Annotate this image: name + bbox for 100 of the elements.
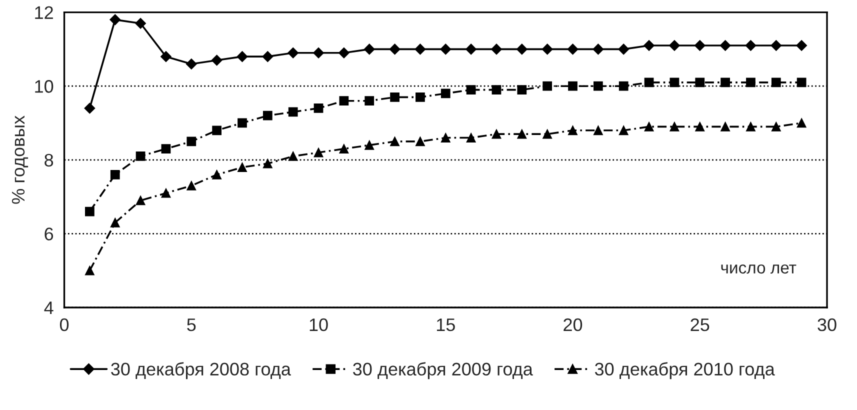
point: [339, 96, 349, 106]
point: [771, 122, 781, 132]
point: [771, 78, 781, 88]
point: [594, 81, 603, 91]
point: [339, 144, 349, 154]
x-tick-label: 25: [690, 318, 710, 332]
point: [212, 170, 222, 180]
point: [136, 152, 146, 161]
point: [414, 44, 426, 55]
point: [694, 40, 706, 51]
point: [745, 40, 756, 51]
point: [364, 96, 374, 106]
point: [492, 129, 502, 139]
point: [110, 14, 121, 26]
point: [160, 51, 172, 62]
point: [110, 218, 120, 228]
point: [314, 104, 324, 113]
point: [440, 88, 450, 98]
point: [516, 44, 528, 55]
point: [84, 102, 96, 114]
point: [212, 126, 222, 136]
point: [416, 92, 425, 102]
point: [492, 85, 502, 94]
point: [542, 44, 553, 55]
y-tick-label: 10: [35, 80, 54, 93]
y-tick-label: 8: [44, 154, 54, 167]
point: [796, 118, 806, 128]
point: [238, 162, 247, 172]
point: [236, 51, 248, 62]
point: [314, 148, 324, 158]
point: [695, 78, 705, 88]
point: [594, 126, 603, 136]
point: [466, 44, 476, 55]
point: [670, 122, 680, 132]
point: [288, 47, 299, 58]
y-tick-label: 4: [44, 302, 54, 314]
point: [288, 152, 298, 161]
point: [746, 78, 756, 88]
point: [542, 81, 552, 91]
point: [517, 129, 527, 139]
point: [720, 78, 730, 88]
point: [440, 133, 450, 142]
legend-label: 30 декабря 2008 года: [111, 362, 291, 380]
point: [238, 118, 247, 128]
point: [389, 44, 400, 55]
point: [618, 126, 628, 136]
x-tick-label: 5: [187, 318, 196, 332]
legend-label: 30 декабря 2009 года: [353, 362, 533, 380]
point: [695, 122, 705, 132]
point: [466, 85, 476, 94]
point: [211, 54, 222, 66]
point: [796, 40, 808, 51]
point: [517, 85, 527, 94]
point: [644, 122, 654, 132]
point: [720, 40, 731, 51]
point: [491, 44, 502, 55]
y-tick-label: 6: [44, 228, 54, 240]
point: [568, 126, 578, 136]
point: [186, 136, 196, 146]
point: [796, 78, 806, 88]
point: [262, 51, 274, 62]
x-tick-label: 15: [436, 318, 455, 332]
point: [542, 129, 552, 139]
point: [338, 47, 350, 58]
x-tick-label: 0: [60, 318, 69, 332]
point: [592, 44, 604, 55]
annotation: число лет: [721, 264, 796, 274]
legend-label: 30 декабря 2010 года: [594, 362, 775, 380]
point: [440, 44, 452, 55]
y-tick-label: 12: [35, 6, 53, 19]
point: [313, 47, 324, 58]
x-tick-label: 10: [310, 318, 328, 332]
point: [770, 40, 782, 51]
point: [161, 188, 171, 198]
point: [161, 144, 171, 154]
x-tick-label: 20: [564, 318, 582, 332]
point: [186, 181, 196, 190]
point: [364, 44, 375, 55]
point: [670, 78, 680, 88]
point: [364, 140, 374, 150]
point: [390, 92, 400, 102]
point: [618, 44, 630, 55]
point: [669, 40, 680, 51]
point: [85, 206, 94, 216]
point: [136, 196, 146, 206]
point: [110, 170, 120, 180]
point: [135, 18, 146, 29]
point: [568, 81, 578, 91]
point: [186, 58, 197, 70]
point: [466, 133, 476, 142]
point: [746, 122, 756, 132]
point: [262, 158, 272, 168]
point: [85, 266, 94, 276]
point: [288, 107, 298, 117]
y-axis-title: % годовых: [12, 116, 28, 204]
point: [262, 110, 272, 120]
point: [644, 78, 654, 88]
point: [720, 122, 730, 132]
point: [416, 136, 425, 146]
point: [618, 81, 628, 91]
